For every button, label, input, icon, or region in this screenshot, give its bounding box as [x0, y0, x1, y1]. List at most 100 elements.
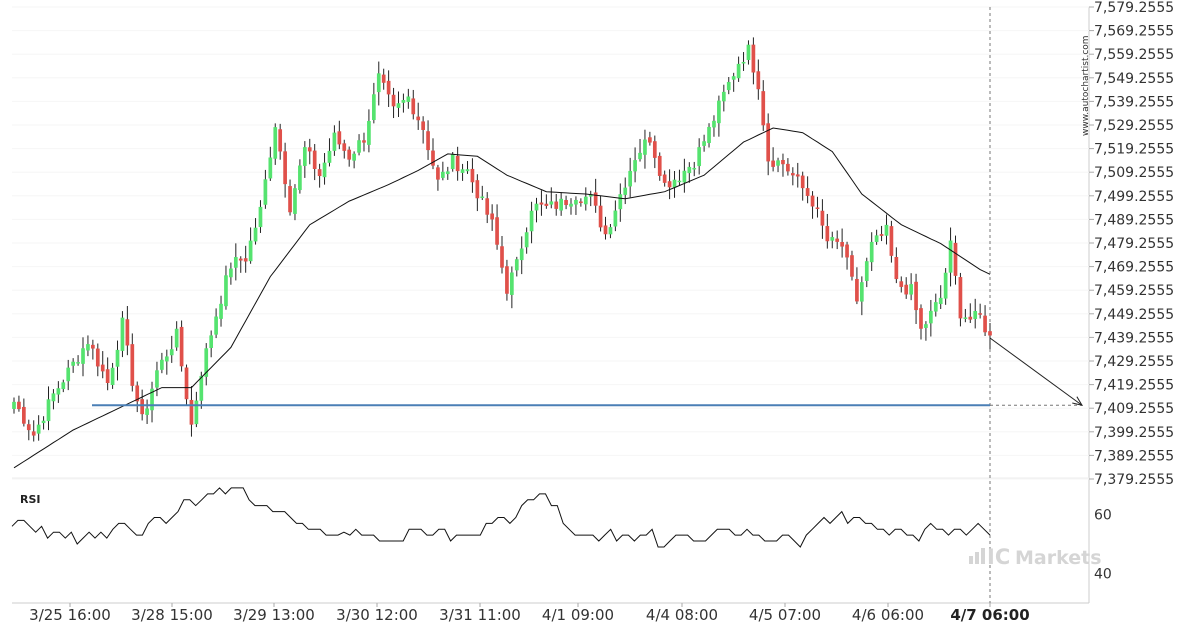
candle [761, 80, 766, 131]
candle-body [510, 272, 514, 295]
candle-body [859, 282, 864, 302]
candle [672, 170, 677, 198]
candle [416, 102, 421, 130]
candle-body [874, 235, 879, 242]
candle-body [983, 315, 987, 333]
candle [766, 113, 771, 176]
candle [204, 343, 209, 386]
x-tick-label: 4/6 06:00 [852, 606, 924, 624]
candle-body [943, 272, 948, 299]
candle-body [95, 348, 100, 367]
candle-body [31, 431, 36, 436]
candle-body [445, 171, 450, 175]
x-axis: 3/25 16:00 3/28 15:00 3/29 13:00 3/30 12:00… [29, 603, 1030, 624]
candle-body [455, 155, 460, 172]
candle-body [958, 277, 963, 319]
candle-body [623, 187, 628, 195]
candle [790, 167, 795, 186]
candle [781, 153, 785, 177]
candle-body [978, 313, 982, 315]
candle-body [229, 268, 233, 278]
logo-ic-text: IC [987, 545, 1010, 569]
candle [825, 213, 830, 249]
candle-body [899, 281, 904, 287]
candle-body [559, 198, 563, 211]
candle [229, 262, 233, 285]
candle [233, 243, 238, 281]
candle-body [756, 71, 761, 90]
candle [130, 333, 135, 392]
candle-body [120, 317, 125, 351]
candle [322, 153, 327, 185]
candle [687, 162, 692, 183]
candle [431, 138, 435, 170]
candle [367, 109, 371, 153]
candle-body [460, 169, 465, 173]
candle [726, 77, 731, 95]
projection-arrow-line [989, 337, 1083, 406]
candle [519, 236, 524, 275]
x-tick-label: 4/5 07:00 [749, 606, 821, 624]
y-tick-label: 7,499.2555 [1094, 189, 1174, 205]
candle-body [76, 362, 80, 364]
candle [929, 299, 933, 337]
candle-body [608, 227, 613, 235]
y-tick-label: 7,569.2555 [1094, 24, 1174, 40]
x-tick-label: 3/25 16:00 [29, 606, 111, 624]
candle-body [337, 131, 342, 145]
candle-body [41, 420, 46, 424]
candle-body [293, 188, 297, 214]
candle-body [603, 225, 608, 235]
candle [371, 82, 376, 124]
candle [534, 197, 539, 223]
candle-body [263, 179, 268, 205]
candle-body [751, 44, 756, 73]
candle [327, 138, 332, 167]
candle [776, 157, 780, 173]
candle-body [169, 349, 174, 356]
y-tick-label: 7,519.2555 [1094, 142, 1174, 158]
candle-body [100, 364, 105, 372]
candle [741, 52, 746, 71]
candle-body [219, 303, 223, 319]
candle-body [810, 195, 815, 207]
y-tick-label: 7,539.2555 [1094, 94, 1174, 110]
candle [933, 293, 938, 317]
candle-body [588, 194, 593, 197]
candle-body [243, 258, 248, 262]
candle-body [470, 168, 475, 183]
candle [943, 268, 948, 305]
candle-body [51, 393, 56, 402]
candle [460, 163, 465, 181]
candle-body [357, 140, 361, 153]
candle [879, 225, 884, 242]
y-tick-label: 7,579.2555 [1094, 0, 1174, 16]
candle [608, 223, 613, 239]
candle-body [302, 147, 307, 166]
y-tick-label: 7,509.2555 [1094, 165, 1174, 181]
candle-body [988, 331, 992, 336]
candle-body [406, 96, 411, 102]
candle-body [894, 256, 899, 280]
candle-body [155, 370, 159, 388]
candle [362, 132, 366, 152]
candle-body [889, 226, 894, 256]
candle-body [86, 344, 90, 351]
candle [302, 141, 307, 178]
candle [574, 196, 578, 215]
candle [258, 200, 263, 233]
candle-body [795, 174, 800, 177]
candle-body [189, 399, 194, 425]
candle-body [864, 261, 869, 281]
candle-body [761, 91, 766, 126]
candle-body [179, 326, 184, 367]
candle [110, 362, 115, 389]
candle-body [736, 63, 741, 79]
candle-body [564, 200, 568, 206]
candle [71, 358, 75, 373]
candle-body [845, 244, 849, 258]
candle-body [36, 424, 41, 434]
y-tick-label: 7,429.2555 [1094, 354, 1174, 370]
candle [61, 379, 66, 393]
